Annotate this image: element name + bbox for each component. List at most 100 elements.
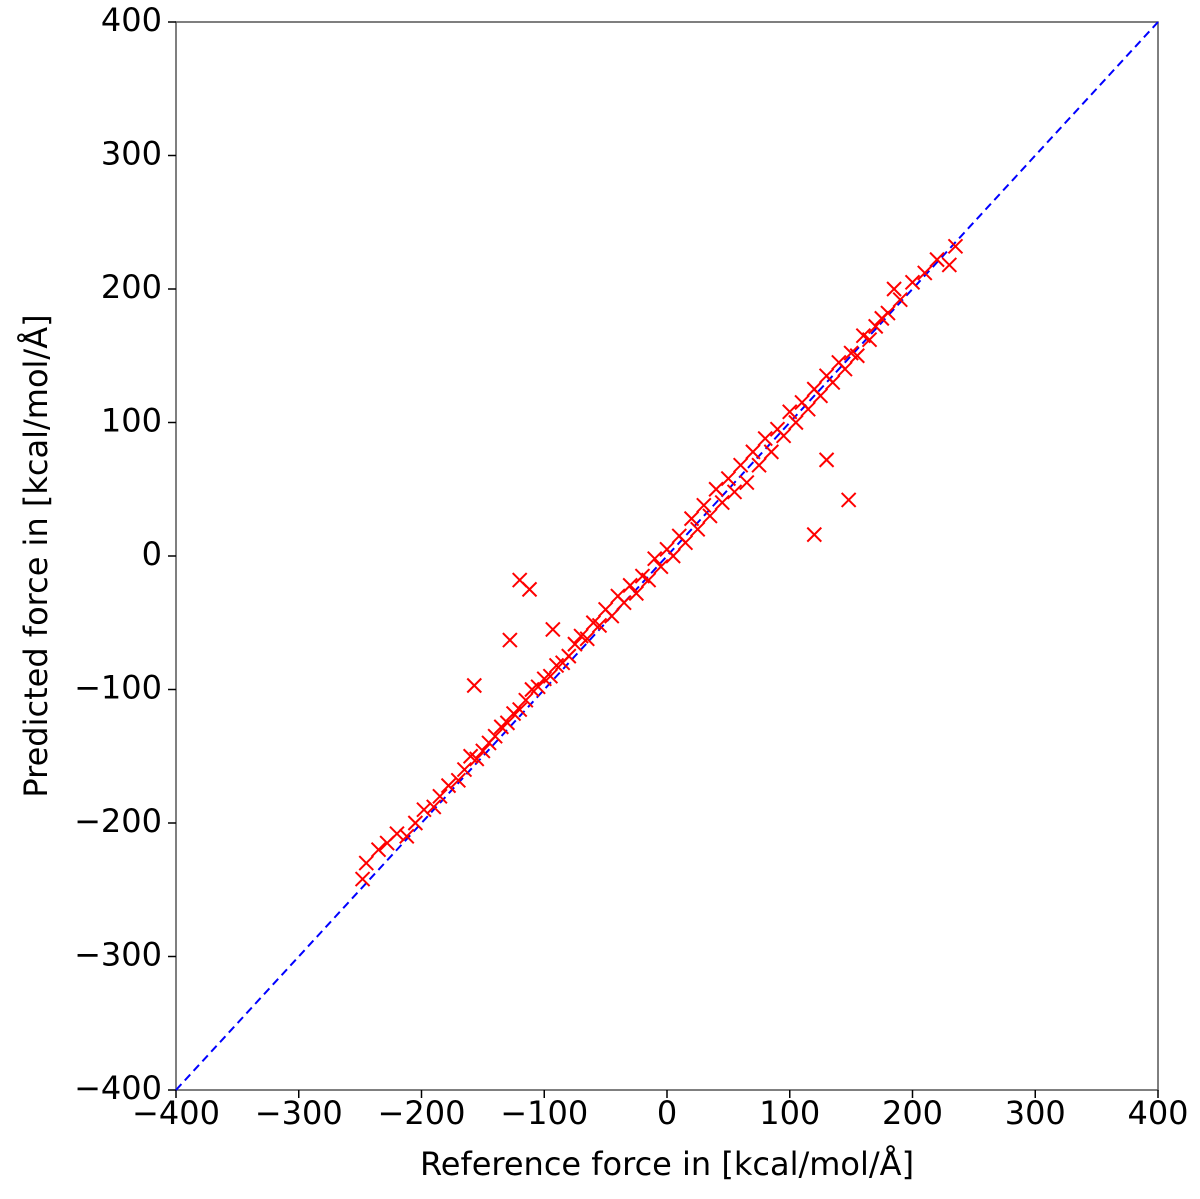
point-stroke xyxy=(628,585,645,602)
point-stroke xyxy=(389,825,405,842)
point xyxy=(521,581,538,598)
point-stroke xyxy=(475,743,491,759)
point xyxy=(757,430,773,447)
point-stroke xyxy=(622,577,638,594)
point-stroke xyxy=(696,497,712,513)
point xyxy=(867,318,884,335)
point-stroke xyxy=(818,452,835,468)
y-tick-label: −100 xyxy=(74,669,162,707)
point xyxy=(861,332,878,348)
point-stroke xyxy=(466,677,482,694)
point xyxy=(354,871,371,887)
point-stroke xyxy=(462,748,479,764)
y-tick-label: 100 xyxy=(101,402,162,440)
point xyxy=(487,728,503,744)
point-stroke xyxy=(947,238,964,254)
point xyxy=(745,444,761,460)
point xyxy=(904,274,921,291)
y-tick-label: −400 xyxy=(74,1069,162,1107)
point xyxy=(511,701,528,718)
point xyxy=(358,855,374,871)
point xyxy=(840,492,857,508)
point xyxy=(800,401,816,417)
point-stroke xyxy=(653,558,669,575)
point-stroke xyxy=(840,492,857,508)
point-stroke xyxy=(849,348,865,364)
point xyxy=(426,799,442,815)
point xyxy=(518,692,534,708)
x-tick-label: 300 xyxy=(1005,1094,1066,1132)
point xyxy=(567,636,583,652)
point-stroke xyxy=(702,508,718,524)
point xyxy=(751,457,767,473)
point-stroke xyxy=(825,374,841,391)
point-stroke xyxy=(665,548,681,564)
point-stroke xyxy=(689,521,706,538)
point-stroke xyxy=(861,332,878,348)
point-stroke xyxy=(714,494,730,511)
point xyxy=(732,457,749,473)
point-stroke xyxy=(867,318,884,335)
point-stroke xyxy=(929,251,945,268)
y-tick-label: −200 xyxy=(74,802,162,840)
point xyxy=(739,474,755,491)
point-stroke xyxy=(745,444,761,460)
point-stroke xyxy=(432,788,448,805)
plot-frame xyxy=(175,21,1159,1091)
point xyxy=(416,801,432,818)
point-stroke xyxy=(782,404,798,420)
point-stroke xyxy=(579,631,595,647)
point-stroke xyxy=(354,871,371,887)
point xyxy=(591,617,608,634)
point xyxy=(812,388,829,404)
point-stroke xyxy=(788,414,804,431)
point-stroke xyxy=(904,274,921,291)
x-tick-label: 100 xyxy=(759,1094,820,1132)
point-stroke xyxy=(511,572,528,588)
y-tick-label: 400 xyxy=(101,1,162,39)
point xyxy=(653,558,669,575)
y-axis-label: Predicted force in [kcal/mol/Å] xyxy=(17,314,55,797)
point-stroke xyxy=(775,428,792,444)
point xyxy=(837,361,853,377)
point-stroke xyxy=(499,715,516,731)
point-stroke xyxy=(634,568,651,584)
point-stroke xyxy=(450,772,467,788)
point-stroke xyxy=(561,648,577,664)
point xyxy=(689,521,706,538)
point xyxy=(806,526,823,543)
point xyxy=(432,788,448,805)
point-stroke xyxy=(604,608,620,624)
point-stroke xyxy=(358,855,374,871)
point xyxy=(947,238,964,254)
point xyxy=(886,281,902,297)
point xyxy=(849,348,865,364)
point xyxy=(399,828,415,845)
point xyxy=(604,608,620,624)
y-tick-label: 300 xyxy=(101,135,162,173)
point xyxy=(818,452,835,468)
point-stroke xyxy=(487,728,503,744)
point-stroke xyxy=(545,621,561,638)
point-stroke xyxy=(399,828,415,845)
point xyxy=(370,841,387,858)
point xyxy=(917,265,933,281)
point-stroke xyxy=(812,388,829,404)
point xyxy=(782,404,798,420)
point xyxy=(788,414,804,431)
point xyxy=(579,631,595,647)
point xyxy=(880,305,896,321)
point xyxy=(714,494,730,511)
x-tick-label: 200 xyxy=(882,1094,943,1132)
point-stroke xyxy=(567,636,583,652)
point-stroke xyxy=(726,484,743,500)
point xyxy=(616,595,632,611)
point xyxy=(647,550,663,567)
point-stroke xyxy=(573,628,589,644)
point xyxy=(665,548,681,564)
point-stroke xyxy=(677,534,694,551)
point-stroke xyxy=(640,572,657,588)
point xyxy=(763,444,780,460)
point xyxy=(702,508,718,524)
